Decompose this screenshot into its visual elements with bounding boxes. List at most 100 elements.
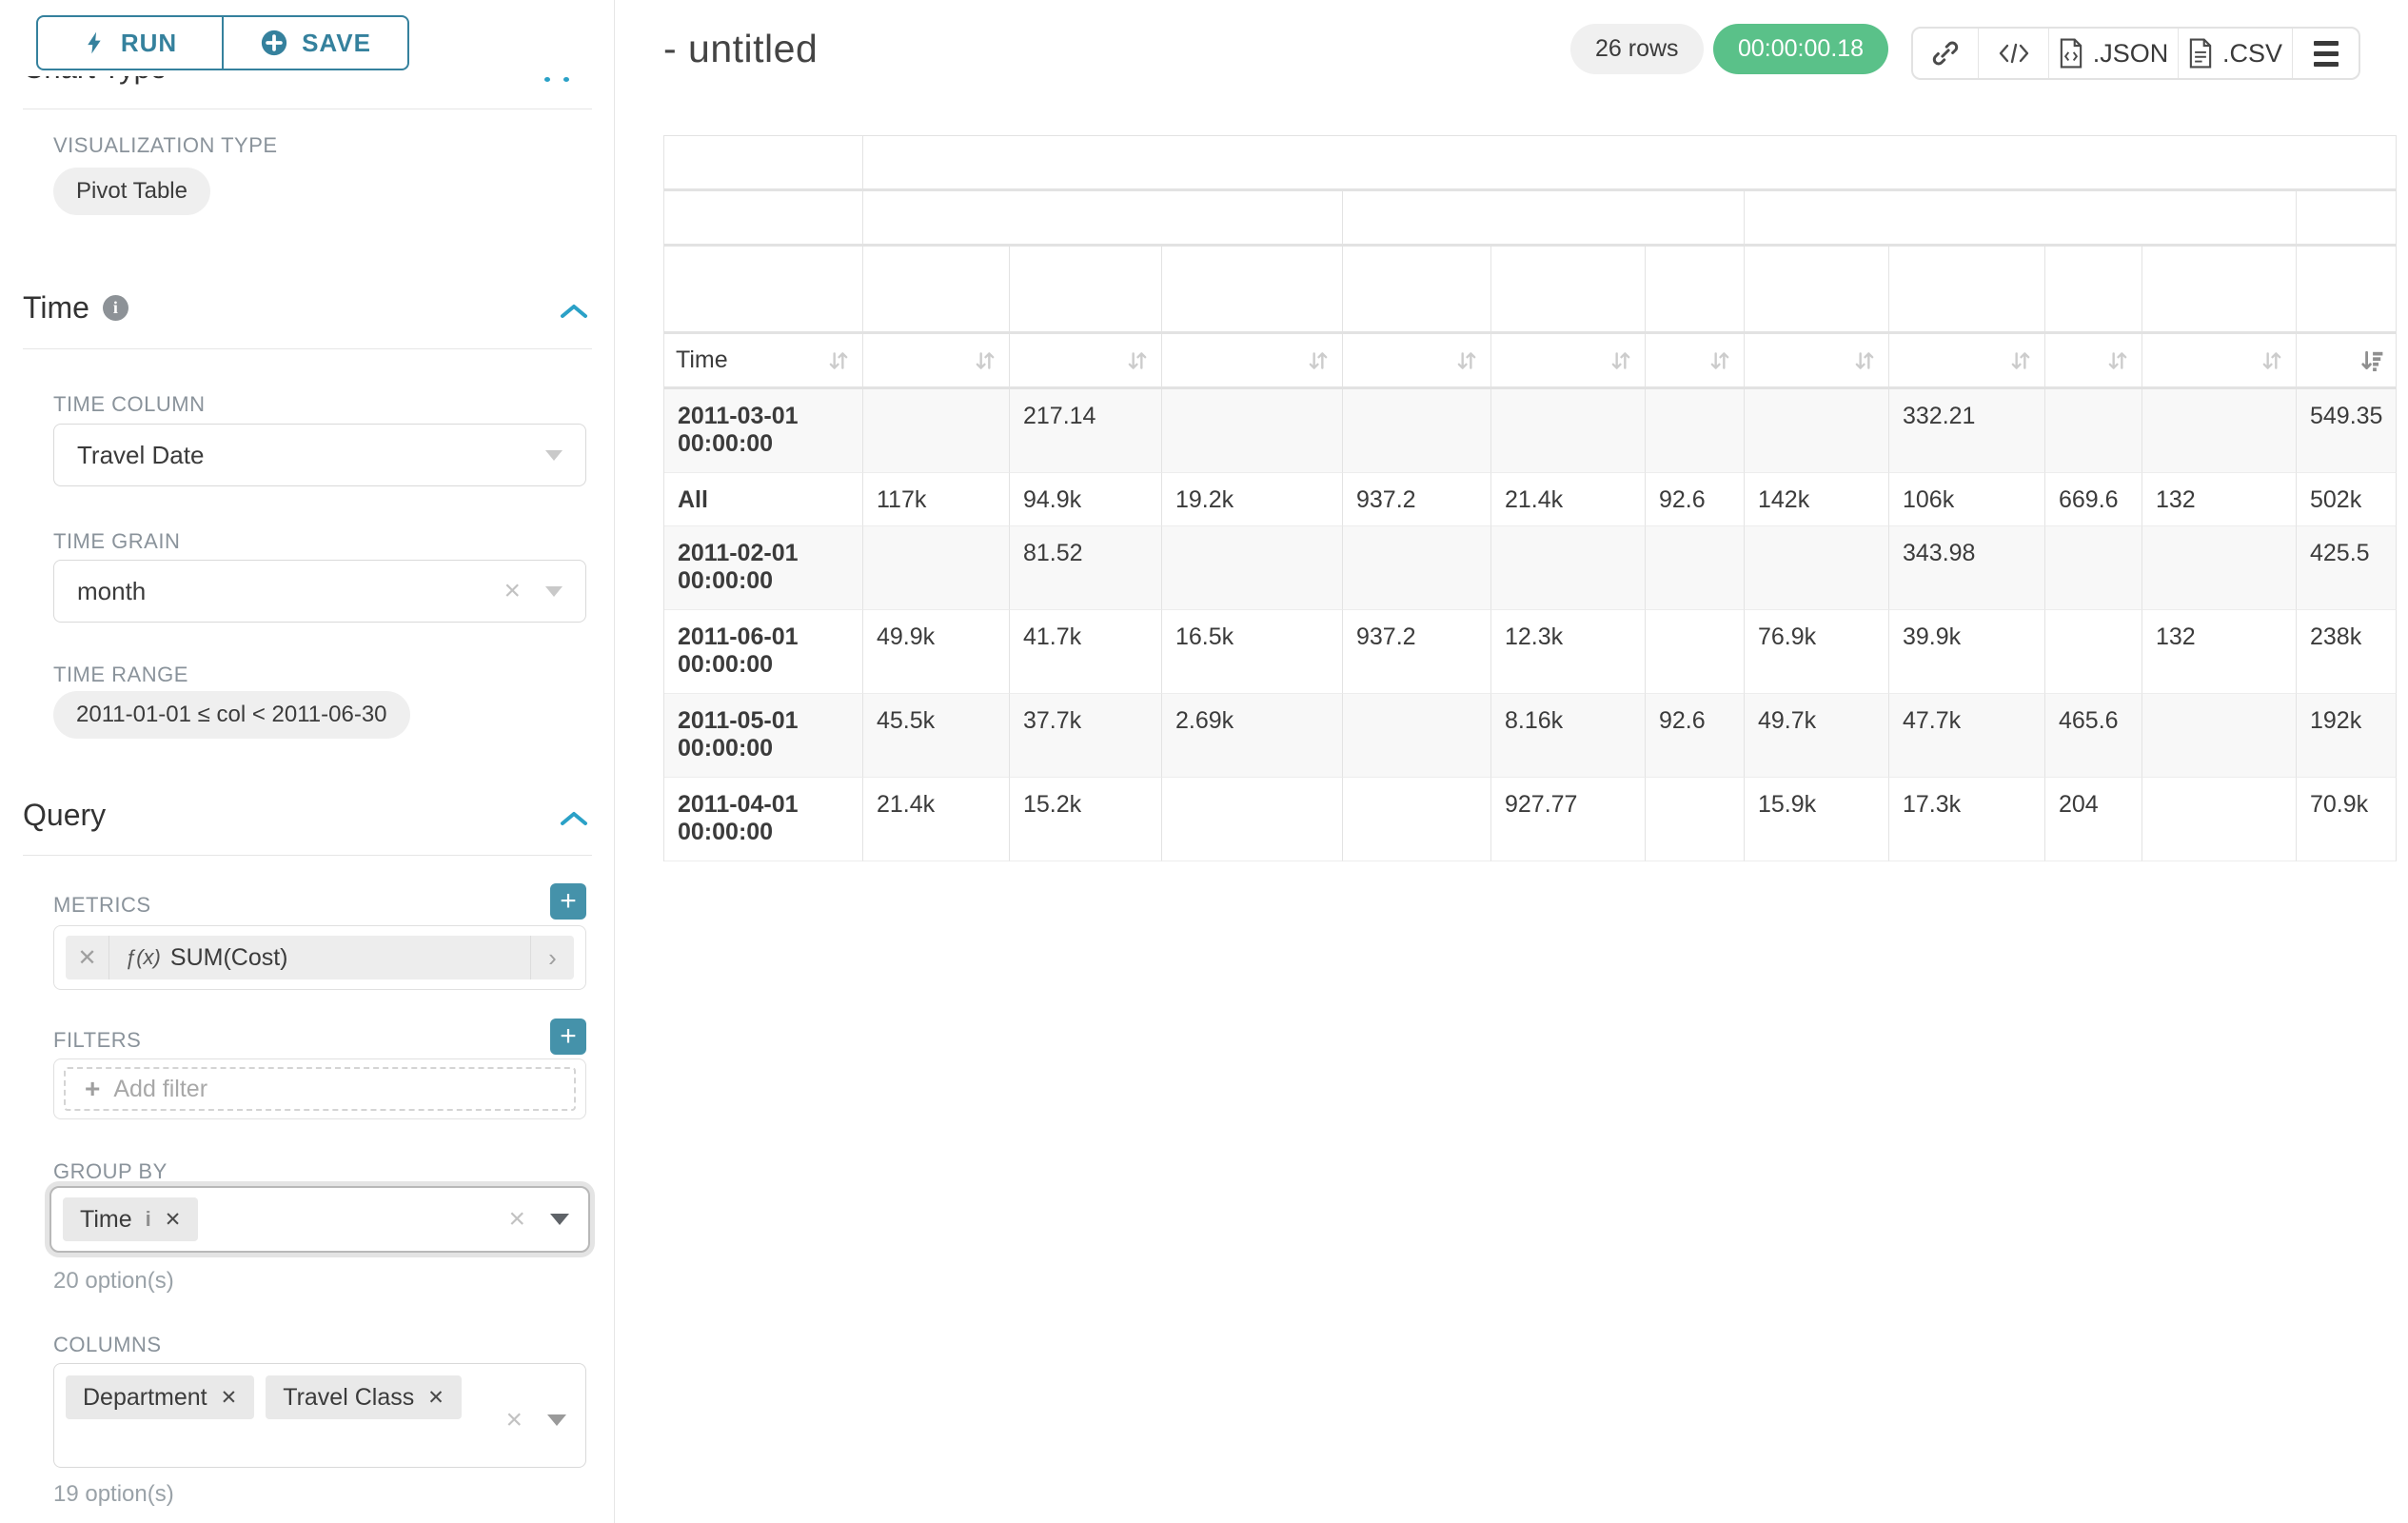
value-cell: 549.35 xyxy=(2297,389,2397,473)
columns-tag[interactable]: Department ✕ xyxy=(66,1375,255,1419)
travel-class-header xyxy=(2297,247,2397,334)
value-cell: 17.3k xyxy=(1889,778,2045,861)
value-cell xyxy=(1646,389,1745,473)
department-dimension-label xyxy=(664,191,863,247)
value-cell xyxy=(1162,778,1343,861)
value-cell: 238k xyxy=(2297,610,2397,694)
value-cell: 192k xyxy=(2297,694,2397,778)
department-group-header xyxy=(1343,191,1745,247)
chart-title: - untitled xyxy=(663,27,819,70)
clear-icon[interactable]: × xyxy=(503,575,521,606)
chevron-up-icon[interactable] xyxy=(560,810,588,827)
sortable-column-header[interactable] xyxy=(1162,334,1343,389)
viz-type-pill[interactable]: Pivot Table xyxy=(53,168,210,215)
value-cell: 132 xyxy=(2142,610,2297,694)
travel-class-header xyxy=(863,247,1010,334)
add-filter-button[interactable]: + Add filter xyxy=(64,1067,576,1111)
sortable-column-header[interactable] xyxy=(1646,334,1745,389)
chart-actions-button-group: .JSON .CSV xyxy=(1911,27,2360,80)
value-cell: 49.7k xyxy=(1745,694,1889,778)
metrics-label: METRICS xyxy=(53,893,151,917)
metric-pill[interactable]: ✕ ƒ(x) SUM(Cost) › xyxy=(66,936,574,979)
sort-arrows-icon xyxy=(976,351,995,369)
sortable-column-header[interactable] xyxy=(1010,334,1162,389)
row-label: 2011-05-01 00:00:00 xyxy=(664,694,863,778)
chevron-right-icon[interactable]: › xyxy=(530,936,574,979)
table-row: 2011-05-01 00:00:00 45.5k 37.7k 2.69k 8.16k 9… xyxy=(664,694,2397,778)
run-save-button-group: RUN SAVE xyxy=(36,15,409,70)
clear-icon[interactable]: × xyxy=(505,1404,523,1435)
columns-label: COLUMNS xyxy=(53,1333,162,1356)
sortable-column-header[interactable] xyxy=(863,334,1010,389)
value-cell: 425.5 xyxy=(2297,526,2397,610)
sortable-column-header[interactable] xyxy=(1491,334,1646,389)
export-json-button[interactable]: .JSON xyxy=(2048,29,2178,78)
add-filter-plus-button[interactable]: + xyxy=(550,1019,586,1055)
travel-class-header xyxy=(1491,247,1646,334)
group-by-select[interactable]: Time i ✕ × xyxy=(49,1186,590,1253)
value-cell: 937.2 xyxy=(1343,610,1491,694)
group-by-tag[interactable]: Time i ✕ xyxy=(63,1197,199,1241)
columns-select[interactable]: Department ✕ Travel Class ✕ × xyxy=(53,1363,586,1468)
columns-tag-label: Department xyxy=(83,1383,207,1411)
value-cell xyxy=(1343,778,1491,861)
remove-tag-icon[interactable]: ✕ xyxy=(164,1208,182,1231)
sort-arrows-icon xyxy=(1855,351,1874,369)
plus-circle-icon xyxy=(261,30,287,56)
value-cell: 2.69k xyxy=(1162,694,1343,778)
chevron-down-icon xyxy=(550,1214,569,1225)
sorted-column-header[interactable] xyxy=(2297,334,2397,389)
value-cell: 217.14 xyxy=(1010,389,1162,473)
sortable-column-header[interactable] xyxy=(2045,334,2142,389)
save-button[interactable]: SAVE xyxy=(222,17,407,69)
file-json-icon xyxy=(2060,38,2082,69)
save-button-label: SAVE xyxy=(302,28,371,57)
chevron-up-icon[interactable] xyxy=(560,303,588,320)
time-row-header-sort[interactable]: Time xyxy=(664,334,863,389)
pivot-corner-cell xyxy=(664,136,863,191)
value-cell: 12.3k xyxy=(1491,610,1646,694)
table-row: 2011-06-01 00:00:00 49.9k 41.7k 16.5k 937.2 1… xyxy=(664,610,2397,694)
value-cell: 70.9k xyxy=(2297,778,2397,861)
add-filter-label: Add filter xyxy=(113,1075,208,1102)
department-group-header xyxy=(2297,191,2397,247)
value-cell: 39.9k xyxy=(1889,610,2045,694)
sortable-column-header[interactable] xyxy=(1889,334,2045,389)
share-link-button[interactable] xyxy=(1913,29,1978,78)
run-button[interactable]: RUN xyxy=(38,17,222,69)
clear-icon[interactable]: × xyxy=(508,1203,525,1235)
group-by-tag-label: Time xyxy=(80,1205,132,1233)
chevron-up-icon xyxy=(544,77,550,82)
time-range-label: TIME RANGE xyxy=(53,663,188,686)
chevron-down-icon xyxy=(545,585,563,597)
columns-options-hint: 19 option(s) xyxy=(53,1481,174,1507)
sortable-column-header[interactable] xyxy=(1343,334,1491,389)
more-options-button[interactable] xyxy=(2292,29,2359,78)
remove-tag-icon[interactable]: ✕ xyxy=(220,1386,238,1409)
remove-tag-icon[interactable]: ✕ xyxy=(427,1386,444,1409)
value-cell xyxy=(2045,610,2142,694)
table-row: All 117k 94.9k 19.2k 937.2 21.4k 92.6 142k 106k 6… xyxy=(664,473,2397,526)
embed-code-button[interactable] xyxy=(1978,29,2048,78)
sortable-column-header[interactable] xyxy=(2142,334,2297,389)
columns-tag[interactable]: Travel Class ✕ xyxy=(266,1375,462,1419)
info-icon: i xyxy=(145,1207,151,1231)
value-cell: 132 xyxy=(2142,473,2297,526)
value-cell xyxy=(863,526,1010,610)
time-grain-select[interactable]: month × xyxy=(53,560,586,623)
sortable-column-header[interactable] xyxy=(1745,334,1889,389)
add-metric-button[interactable]: + xyxy=(550,883,586,920)
time-range-pill[interactable]: 2011-01-01 ≤ col < 2011-06-30 xyxy=(53,691,410,739)
hamburger-menu-icon xyxy=(2313,40,2339,67)
columns-tags: Department ✕ Travel Class ✕ xyxy=(66,1375,473,1419)
export-csv-button[interactable]: .CSV xyxy=(2178,29,2292,78)
table-row: 2011-03-01 00:00:00 217.14 332.21 549.35 xyxy=(664,389,2397,473)
time-column-select[interactable]: Travel Date xyxy=(53,424,586,486)
query-section-title: Query xyxy=(23,798,106,833)
department-group-header xyxy=(863,191,1343,247)
value-cell: 669.6 xyxy=(2045,473,2142,526)
value-cell xyxy=(1646,526,1745,610)
time-section-title-text: Time xyxy=(23,290,89,325)
remove-metric-icon[interactable]: ✕ xyxy=(66,936,109,979)
value-cell: 15.9k xyxy=(1745,778,1889,861)
